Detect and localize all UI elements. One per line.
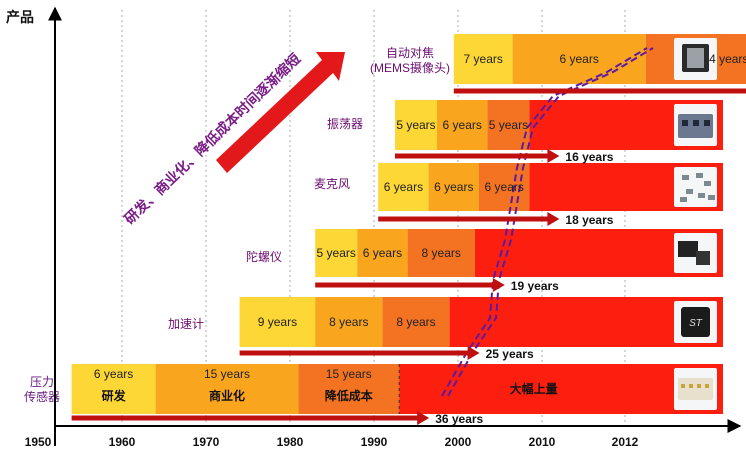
oscillator-chip-icon	[674, 104, 717, 146]
total-duration-label: 18 years	[565, 213, 613, 227]
phase-bar-5-2	[315, 297, 383, 347]
x-tick-label: 1990	[361, 435, 388, 449]
diagonal-arrow-shape	[216, 52, 345, 173]
phase-bar-1-1	[453, 34, 513, 84]
phase-bar-6-3	[298, 364, 400, 414]
product-images: ST	[674, 38, 717, 410]
duration-arrowhead	[492, 278, 505, 292]
trend-curve	[398, 47, 654, 414]
phase-bar-3-3	[479, 163, 530, 211]
phase-bar-4-3	[407, 229, 475, 277]
duration-label: 6 years	[443, 118, 482, 132]
x-tick-label: 1960	[109, 435, 136, 449]
x-tick-label: 1970	[193, 435, 220, 449]
duration-arrows	[71, 88, 746, 425]
total-duration-label: 19 years	[511, 279, 559, 293]
duration-label: 15 years	[326, 367, 372, 381]
phase-bar-2-2	[437, 100, 488, 150]
camera-module-icon	[674, 38, 717, 80]
duration-label: 5 years	[317, 246, 356, 260]
phase-bar-3-1	[378, 163, 429, 211]
duration-label: 8 years	[329, 315, 368, 329]
duration-label: 6 years	[94, 367, 133, 381]
phase-label: 商业化	[209, 388, 245, 403]
x-tick-label: 2000	[445, 435, 472, 449]
total-duration-label: 25 years	[486, 347, 534, 361]
x-tick-label: 2010	[529, 435, 556, 449]
duration-label: 5 years	[489, 118, 528, 132]
duration-label: 9 years	[258, 315, 297, 329]
total-duration-label: 36 years	[435, 412, 483, 426]
product-name: 振荡器	[327, 117, 363, 131]
diagonal-annotation: 研发、商业化、降低成本时间逐渐缩短	[121, 50, 345, 227]
product-name: (MEMS摄像头)	[370, 60, 450, 75]
phase-bar-2-3	[487, 100, 530, 150]
phase-bar-5-1	[239, 297, 316, 347]
trend-curve-line	[447, 47, 654, 397]
phase-bar-volume	[399, 364, 723, 414]
phase-bar-4-2	[357, 229, 408, 277]
product-name: 传感器	[24, 389, 60, 404]
phase-label: 降低成本	[325, 388, 373, 403]
x-tick-label: 2012	[612, 435, 639, 449]
x-tick-label: 1980	[277, 435, 304, 449]
axes	[48, 6, 742, 446]
phase-label: 研发	[102, 388, 127, 403]
x-tick-label: 1950	[25, 435, 52, 449]
duration-arrowhead	[467, 346, 480, 360]
gyroscope-chip-icon	[674, 233, 717, 273]
phase-bar-1-2	[512, 34, 646, 84]
phase-bar-6-1	[71, 364, 156, 414]
duration-label: 7 years	[464, 52, 503, 66]
duration-label: 6 years	[559, 52, 598, 66]
pressure-sensor-icon	[674, 368, 717, 410]
phase-bar-2-1	[395, 100, 437, 150]
duration-label: 8 years	[396, 315, 435, 329]
phase-bar-4-1	[315, 229, 358, 277]
diagonal-label: 研发、商业化、降低成本时间逐渐缩短	[121, 50, 303, 227]
duration-label: 8 years	[422, 246, 461, 260]
duration-arrowhead	[547, 212, 560, 226]
volume-label: 大幅上量	[510, 381, 558, 396]
duration-label: 6 years	[363, 246, 402, 260]
trend-curve-line	[441, 47, 648, 397]
duration-label: 6 years	[485, 180, 524, 194]
phase-bar-5-3	[382, 297, 450, 347]
svg-text:ST: ST	[689, 318, 703, 329]
product-name: 陀螺仪	[246, 249, 282, 264]
product-name: 麦克风	[314, 177, 350, 191]
duration-label: 6 years	[384, 180, 423, 194]
duration-label: 5 years	[396, 118, 435, 132]
microphone-parts-icon	[674, 167, 717, 207]
duration-label: 6 years	[434, 180, 473, 194]
duration-arrowhead	[547, 149, 560, 163]
phase-bar-6-2	[155, 364, 299, 414]
total-duration-label: 16 years	[565, 150, 613, 164]
duration-label: 4 years	[709, 52, 746, 66]
duration-label: 15 years	[204, 367, 250, 381]
product-name: 自动对焦	[386, 46, 434, 60]
accelerometer-chip-icon: ST	[674, 301, 717, 343]
y-axis-label: 产品	[6, 9, 34, 25]
product-name: 压力	[30, 375, 54, 389]
duration-arrowhead	[417, 411, 430, 425]
product-name: 加速计	[168, 317, 204, 331]
phase-bar-3-2	[428, 163, 479, 211]
